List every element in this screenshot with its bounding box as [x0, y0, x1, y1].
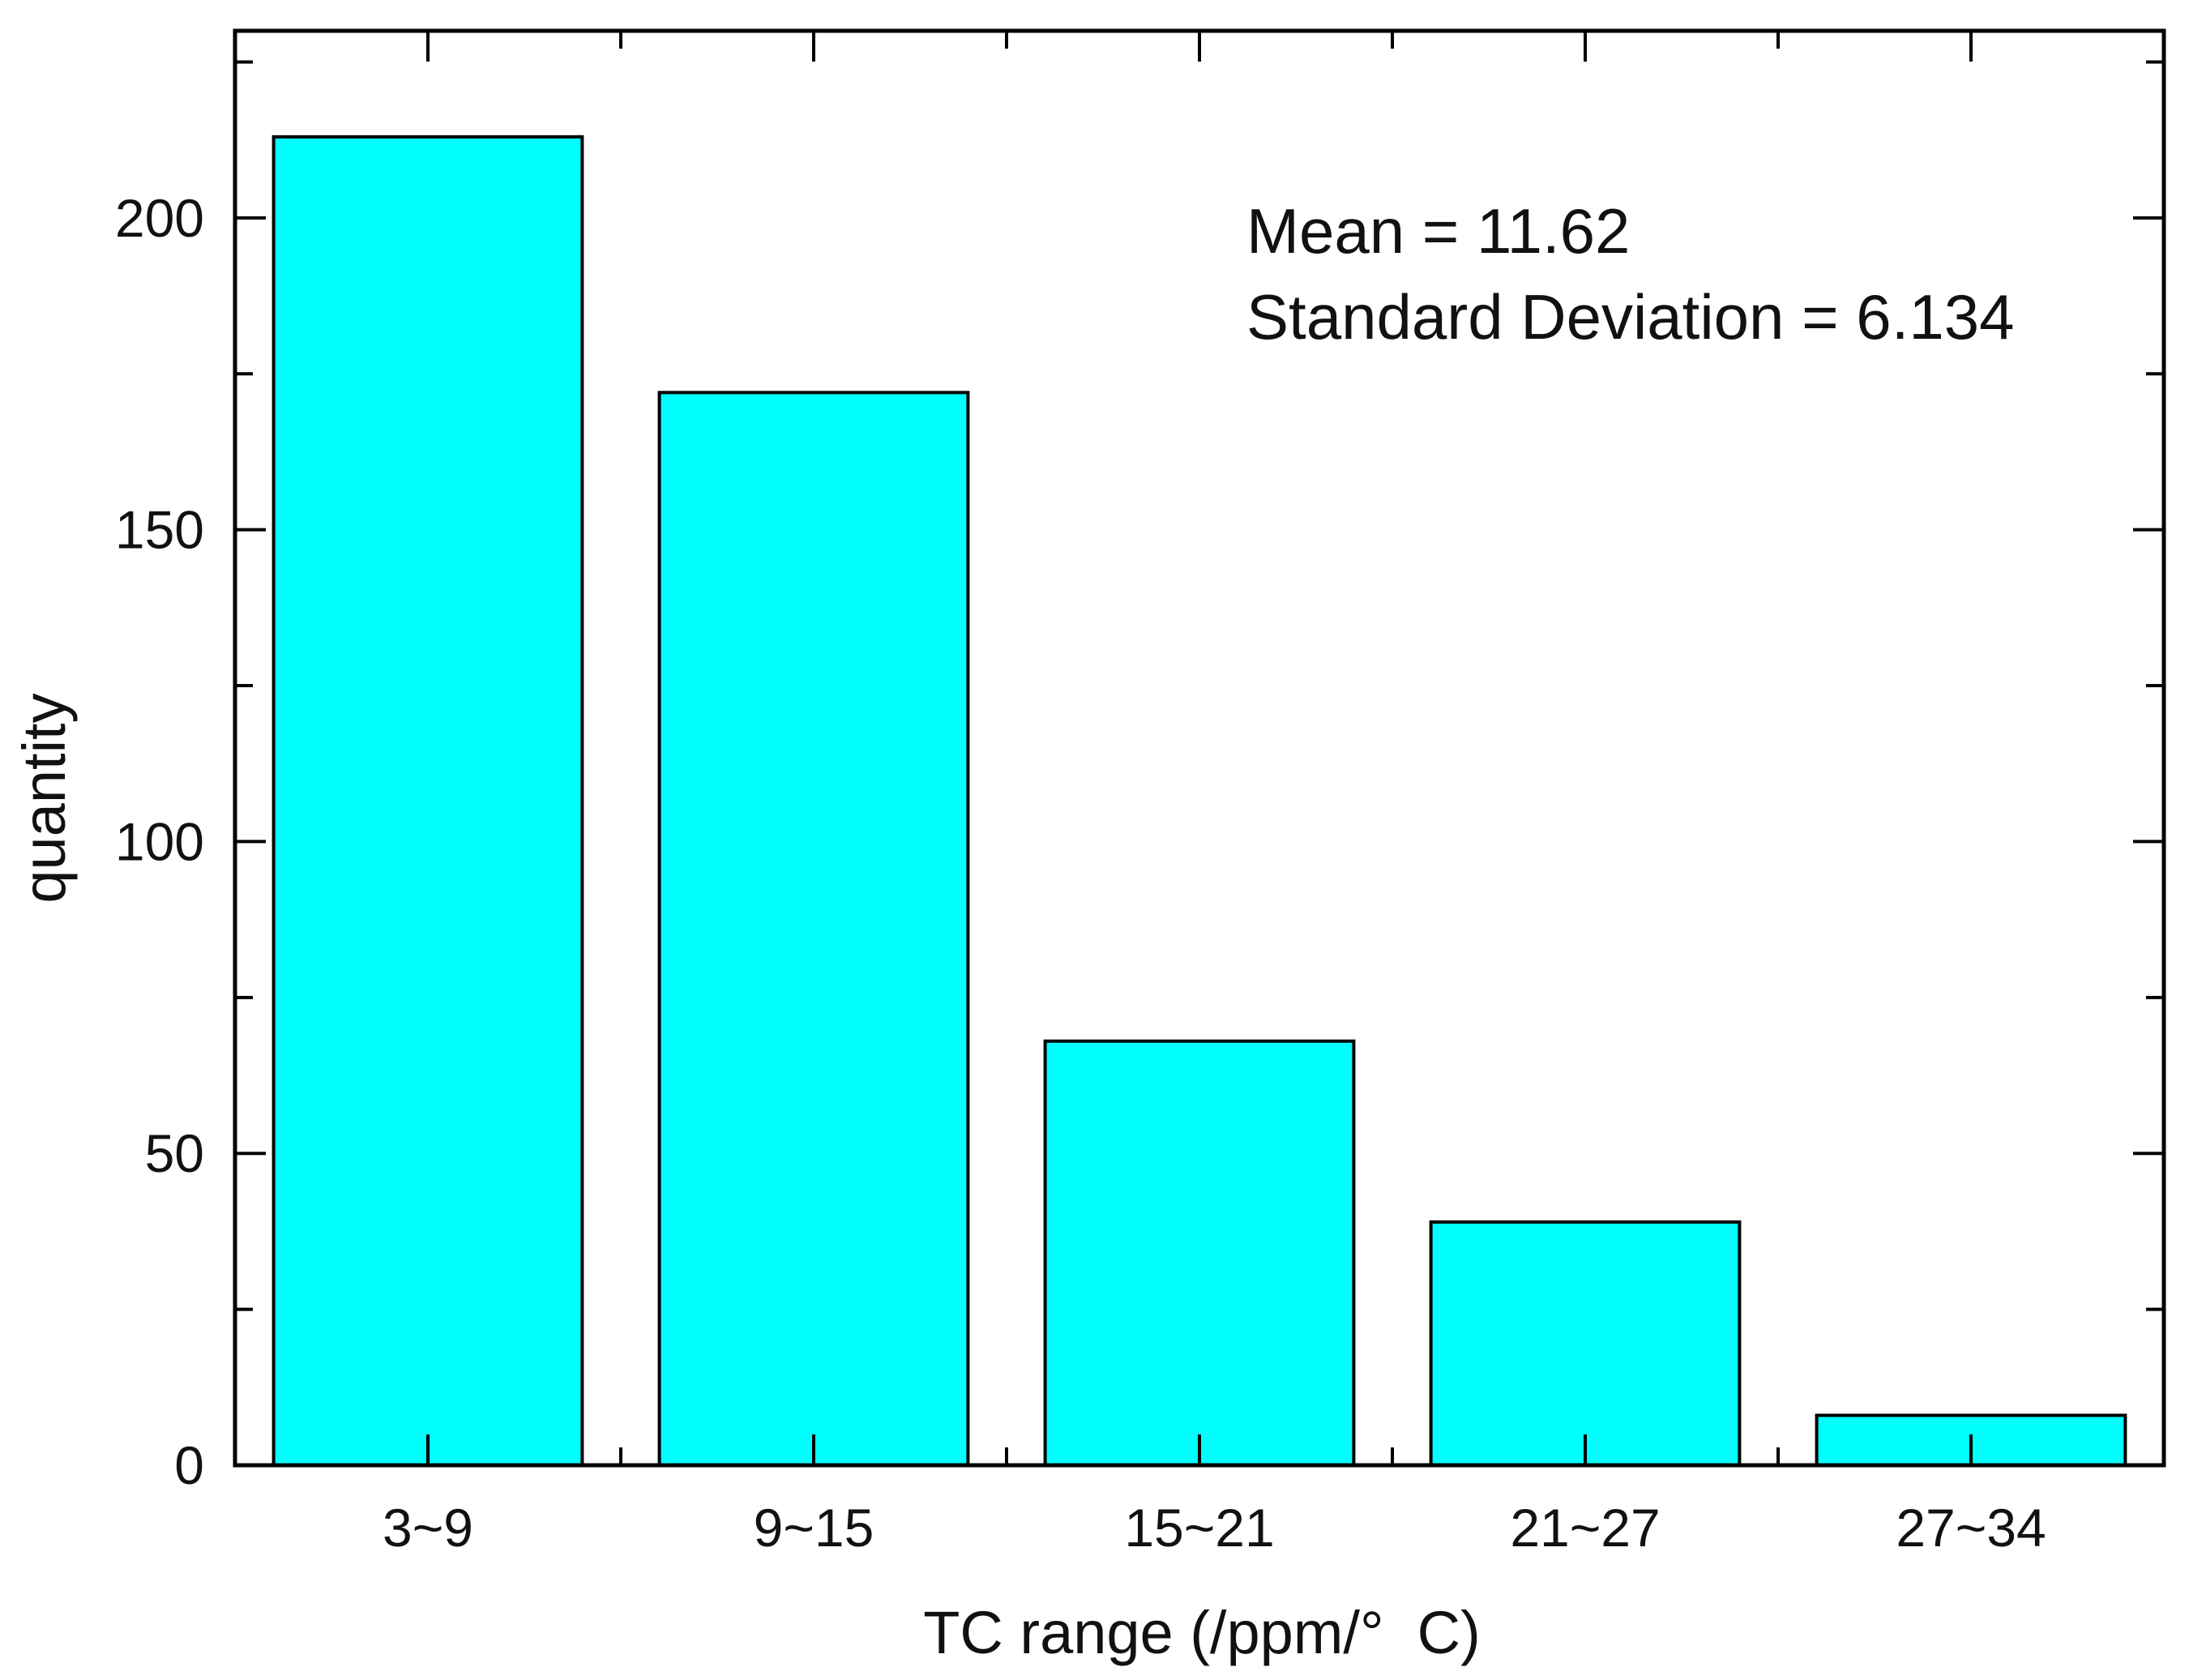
bar-3~9	[271, 135, 584, 1468]
y-axis-title: quantity	[11, 693, 78, 903]
mean-annotation: Mean = 11.62	[1246, 195, 1630, 267]
plot-frame	[233, 28, 2166, 1468]
x-tick-label: 15~21	[1124, 1498, 1274, 1558]
x-tick-label: 3~9	[383, 1498, 473, 1558]
bars	[271, 135, 2127, 1468]
y-tick-label: 150	[115, 500, 204, 560]
x-tick-label: 27~34	[1896, 1498, 2046, 1558]
x-tick-label: 9~15	[754, 1498, 874, 1558]
x-tick-label: 21~27	[1510, 1498, 1660, 1558]
bar-9~15	[657, 391, 970, 1468]
y-tick-label: 0	[174, 1435, 204, 1495]
bar-15~21	[1043, 1039, 1356, 1467]
y-tick-labels: 0 50 100 150 200	[115, 188, 204, 1495]
y-tick-label: 100	[115, 811, 204, 871]
bar-21~27	[1429, 1220, 1742, 1467]
y-tick-label: 50	[145, 1123, 204, 1183]
y-tick-label: 200	[115, 188, 204, 248]
std-dev-annotation: Standard Deviation = 6.134	[1246, 281, 2015, 353]
x-tick-labels: 3~9 9~15 15~21 21~27 27~34	[383, 1498, 2046, 1558]
x-axis-title: TC range (/ppm/° C)	[923, 1599, 1481, 1666]
